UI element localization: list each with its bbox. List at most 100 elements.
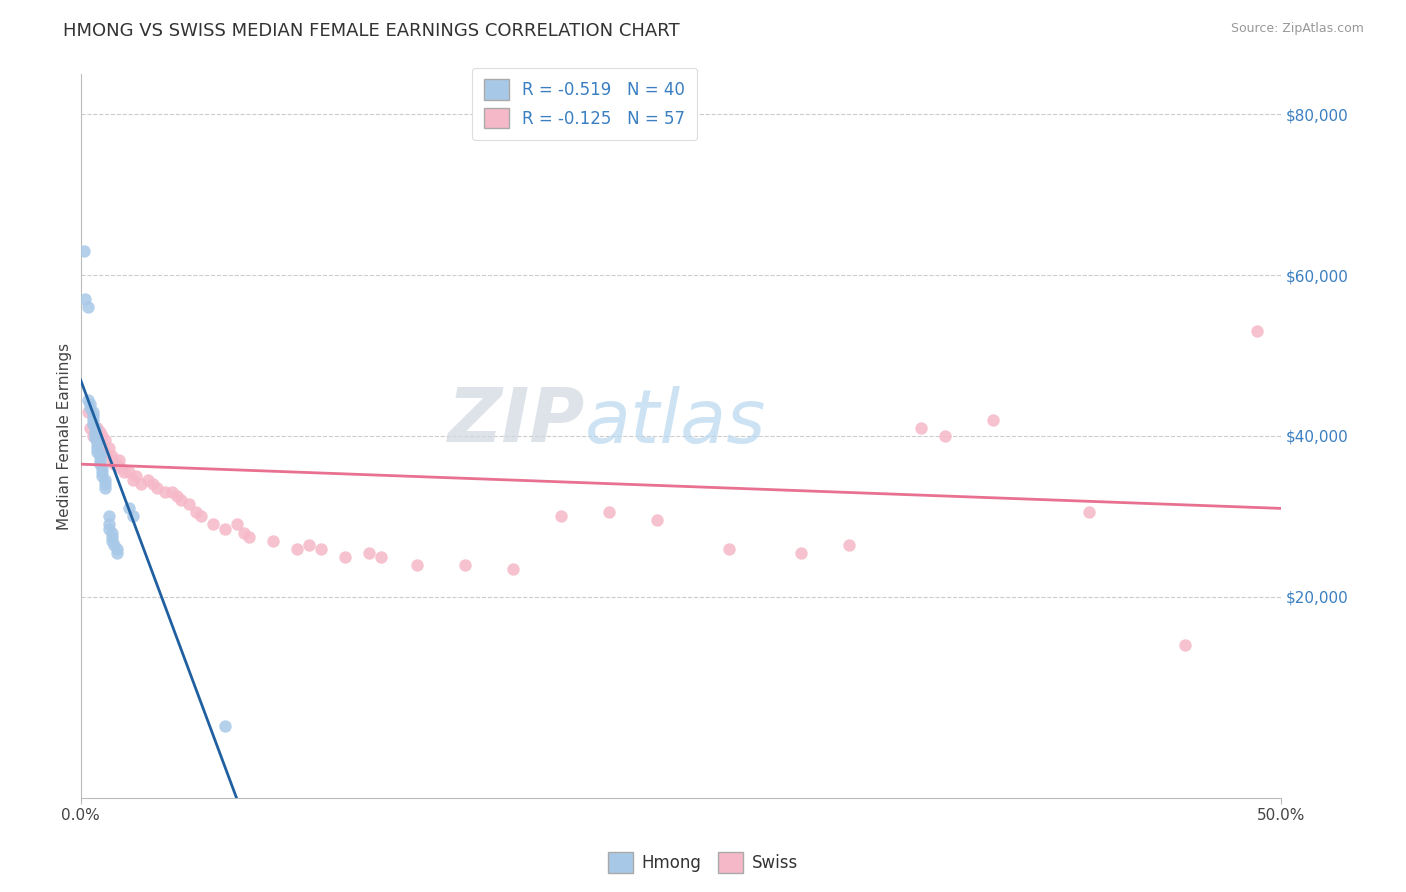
Point xyxy=(117,465,139,479)
Point xyxy=(122,473,145,487)
Point xyxy=(98,522,121,536)
Point xyxy=(136,473,159,487)
Point xyxy=(76,405,98,419)
Point xyxy=(125,469,148,483)
Point xyxy=(82,409,104,423)
Point xyxy=(184,505,207,519)
Point xyxy=(141,477,163,491)
Point xyxy=(201,517,224,532)
Point xyxy=(122,509,145,524)
Point xyxy=(82,413,104,427)
Point xyxy=(357,546,380,560)
Point xyxy=(91,469,114,483)
Point xyxy=(214,522,236,536)
Point xyxy=(225,517,247,532)
Point xyxy=(79,401,101,415)
Point xyxy=(110,461,132,475)
Point xyxy=(166,489,188,503)
Point xyxy=(84,431,107,445)
Point xyxy=(934,429,956,443)
Point xyxy=(79,397,101,411)
Point xyxy=(370,549,392,564)
Point xyxy=(100,453,122,467)
Point xyxy=(232,525,254,540)
Point xyxy=(86,437,108,451)
Point xyxy=(89,457,111,471)
Point xyxy=(82,429,104,443)
Point xyxy=(75,292,97,306)
Point xyxy=(98,509,121,524)
Y-axis label: Median Female Earnings: Median Female Earnings xyxy=(58,343,72,530)
Text: Source: ZipAtlas.com: Source: ZipAtlas.com xyxy=(1230,22,1364,36)
Point xyxy=(84,421,107,435)
Point xyxy=(1174,638,1197,652)
Point xyxy=(108,453,131,467)
Point xyxy=(86,421,108,435)
Point xyxy=(103,457,125,471)
Point xyxy=(93,477,115,491)
Point xyxy=(73,244,96,258)
Point xyxy=(910,421,932,435)
Point xyxy=(76,300,98,314)
Point xyxy=(717,541,740,556)
Point xyxy=(645,513,668,527)
Point xyxy=(93,481,115,495)
Legend: Hmong, Swiss: Hmong, Swiss xyxy=(602,846,804,880)
Point xyxy=(86,445,108,459)
Point xyxy=(89,453,111,467)
Point xyxy=(117,501,139,516)
Point xyxy=(502,562,524,576)
Point xyxy=(100,530,122,544)
Point xyxy=(598,505,620,519)
Point xyxy=(84,425,107,439)
Point xyxy=(790,546,813,560)
Point xyxy=(93,473,115,487)
Point xyxy=(89,425,111,439)
Point xyxy=(105,541,128,556)
Point xyxy=(105,457,128,471)
Point xyxy=(86,433,108,447)
Point xyxy=(1078,505,1101,519)
Point xyxy=(93,433,115,447)
Point xyxy=(285,541,308,556)
Point xyxy=(100,449,122,463)
Point xyxy=(838,538,860,552)
Point xyxy=(454,558,477,572)
Point xyxy=(98,517,121,532)
Text: HMONG VS SWISS MEDIAN FEMALE EARNINGS CORRELATION CHART: HMONG VS SWISS MEDIAN FEMALE EARNINGS CO… xyxy=(63,22,681,40)
Point xyxy=(89,449,111,463)
Point xyxy=(238,530,260,544)
Point xyxy=(146,481,169,495)
Point xyxy=(105,546,128,560)
Point xyxy=(98,441,121,455)
Point xyxy=(160,485,183,500)
Point xyxy=(82,405,104,419)
Point xyxy=(309,541,332,556)
Point xyxy=(981,413,1004,427)
Point xyxy=(79,421,101,435)
Point xyxy=(177,497,200,511)
Point xyxy=(1246,325,1268,339)
Point xyxy=(170,493,193,508)
Point xyxy=(129,477,152,491)
Point xyxy=(153,485,176,500)
Point xyxy=(103,538,125,552)
Point xyxy=(89,447,111,461)
Point xyxy=(91,429,114,443)
Point xyxy=(112,465,135,479)
Point xyxy=(82,417,104,431)
Point xyxy=(190,509,212,524)
Point xyxy=(100,525,122,540)
Point xyxy=(91,465,114,479)
Point xyxy=(214,719,236,733)
Text: ZIP: ZIP xyxy=(447,385,585,458)
Legend: R = -0.519   N = 40, R = -0.125   N = 57: R = -0.519 N = 40, R = -0.125 N = 57 xyxy=(472,68,697,140)
Point xyxy=(333,549,356,564)
Point xyxy=(84,427,107,442)
Point xyxy=(262,533,284,548)
Point xyxy=(298,538,321,552)
Point xyxy=(86,441,108,455)
Point xyxy=(91,461,114,475)
Point xyxy=(76,392,98,407)
Point xyxy=(550,509,572,524)
